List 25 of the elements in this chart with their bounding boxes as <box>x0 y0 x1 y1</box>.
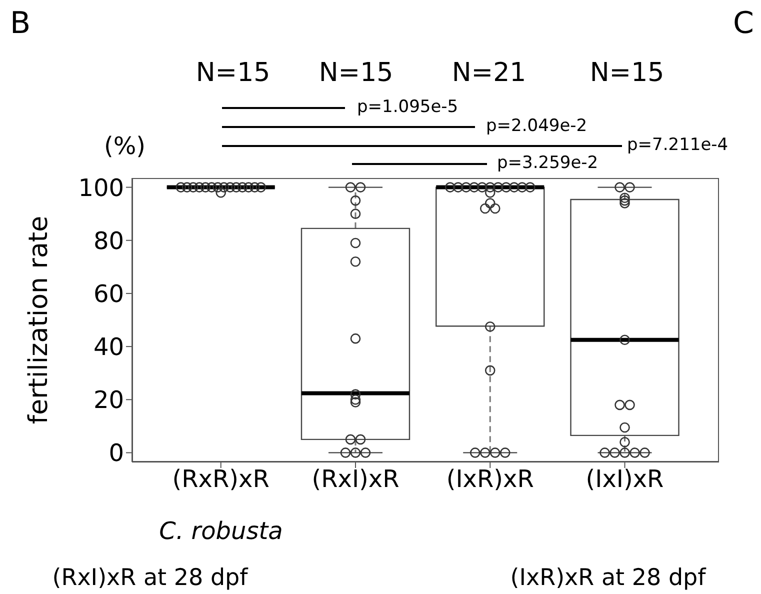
text: (RxI)xR at 28 dpf <box>52 565 248 593</box>
x-tick-label: (RxI)xR <box>312 465 400 494</box>
x-tick-label: (RxR)xR <box>172 465 270 494</box>
text: p=2.049e-2 <box>486 116 588 136</box>
y-tick-label: 0 <box>108 439 124 468</box>
y-tick-label: 60 <box>93 280 124 308</box>
y-axis-title: fertilization rate <box>24 216 54 424</box>
y-tick-label: 40 <box>93 333 124 362</box>
text: (IxR)xR at 28 dpf <box>510 565 706 593</box>
text: N=15 <box>196 58 270 90</box>
text: (%) <box>104 132 146 161</box>
y-tick-label: 100 <box>78 174 124 202</box>
text: B <box>10 6 31 42</box>
text: N=15 <box>318 58 394 90</box>
text: N=15 <box>590 58 664 90</box>
text: N=21 <box>452 58 526 90</box>
text: p=7.211e-4 <box>627 135 728 156</box>
x-tick-label: (IxI)xR <box>586 465 664 494</box>
y-tick-label: 20 <box>93 386 124 414</box>
text: p=3.259e-2 <box>497 153 598 174</box>
text: p=1.095e-5 <box>357 97 458 118</box>
y-tick-label: 80 <box>93 226 124 255</box>
text: C <box>733 6 754 42</box>
x-tick-label: (IxR)xR <box>446 465 534 494</box>
text: C. robusta <box>159 517 283 546</box>
